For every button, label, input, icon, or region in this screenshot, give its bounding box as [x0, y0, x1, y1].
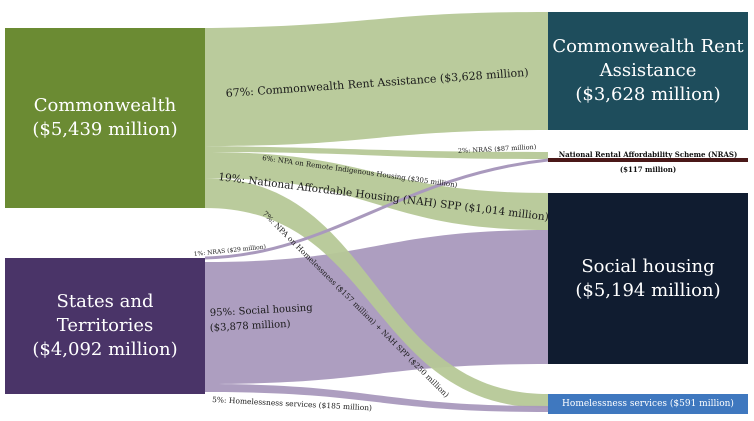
node-homeless-label: Homelessness services ($591 million)	[562, 399, 734, 409]
node-cra-amount: ($3,628 million)	[575, 84, 721, 105]
node-commonwealth: Commonwealth ($5,439 million)	[5, 28, 205, 208]
node-commonwealth-amount: ($5,439 million)	[32, 119, 178, 140]
node-cra-line2: Assistance	[599, 60, 697, 81]
node-nras-amount: ($117 million)	[619, 165, 677, 174]
node-homelessness-services: Homelessness services ($591 million)	[548, 394, 748, 414]
node-nras-title: National Rental Affordability Scheme (NR…	[558, 150, 738, 159]
node-social-housing: Social housing ($5,194 million)	[548, 193, 748, 364]
node-commonwealth-rent-assistance: Commonwealth Rent Assistance ($3,628 mil…	[548, 12, 748, 130]
flow-st-homeless	[205, 384, 548, 412]
node-nras-bar	[548, 158, 748, 162]
node-commonwealth-name: Commonwealth	[33, 95, 177, 116]
node-social-amount: ($5,194 million)	[575, 279, 721, 301]
flow-cw-cra	[205, 12, 548, 146]
flow-cw-nras	[205, 146, 548, 159]
node-cra-line1: Commonwealth Rent	[552, 36, 744, 57]
node-states-territories: States and Territories ($4,092 million)	[5, 258, 205, 394]
node-states-amount: ($4,092 million)	[32, 339, 178, 360]
flow-cw-homeless	[205, 178, 548, 408]
label-st-social-a: 95%: Social housing	[210, 303, 314, 319]
node-social-name: Social housing	[581, 255, 715, 277]
label-st-social-b: ($3,878 million)	[210, 319, 291, 334]
flow-cw-social	[205, 152, 548, 230]
node-states-line2: Territories	[56, 315, 154, 336]
flow-st-nras	[204, 158, 549, 260]
node-states-line1: States and	[56, 291, 154, 312]
